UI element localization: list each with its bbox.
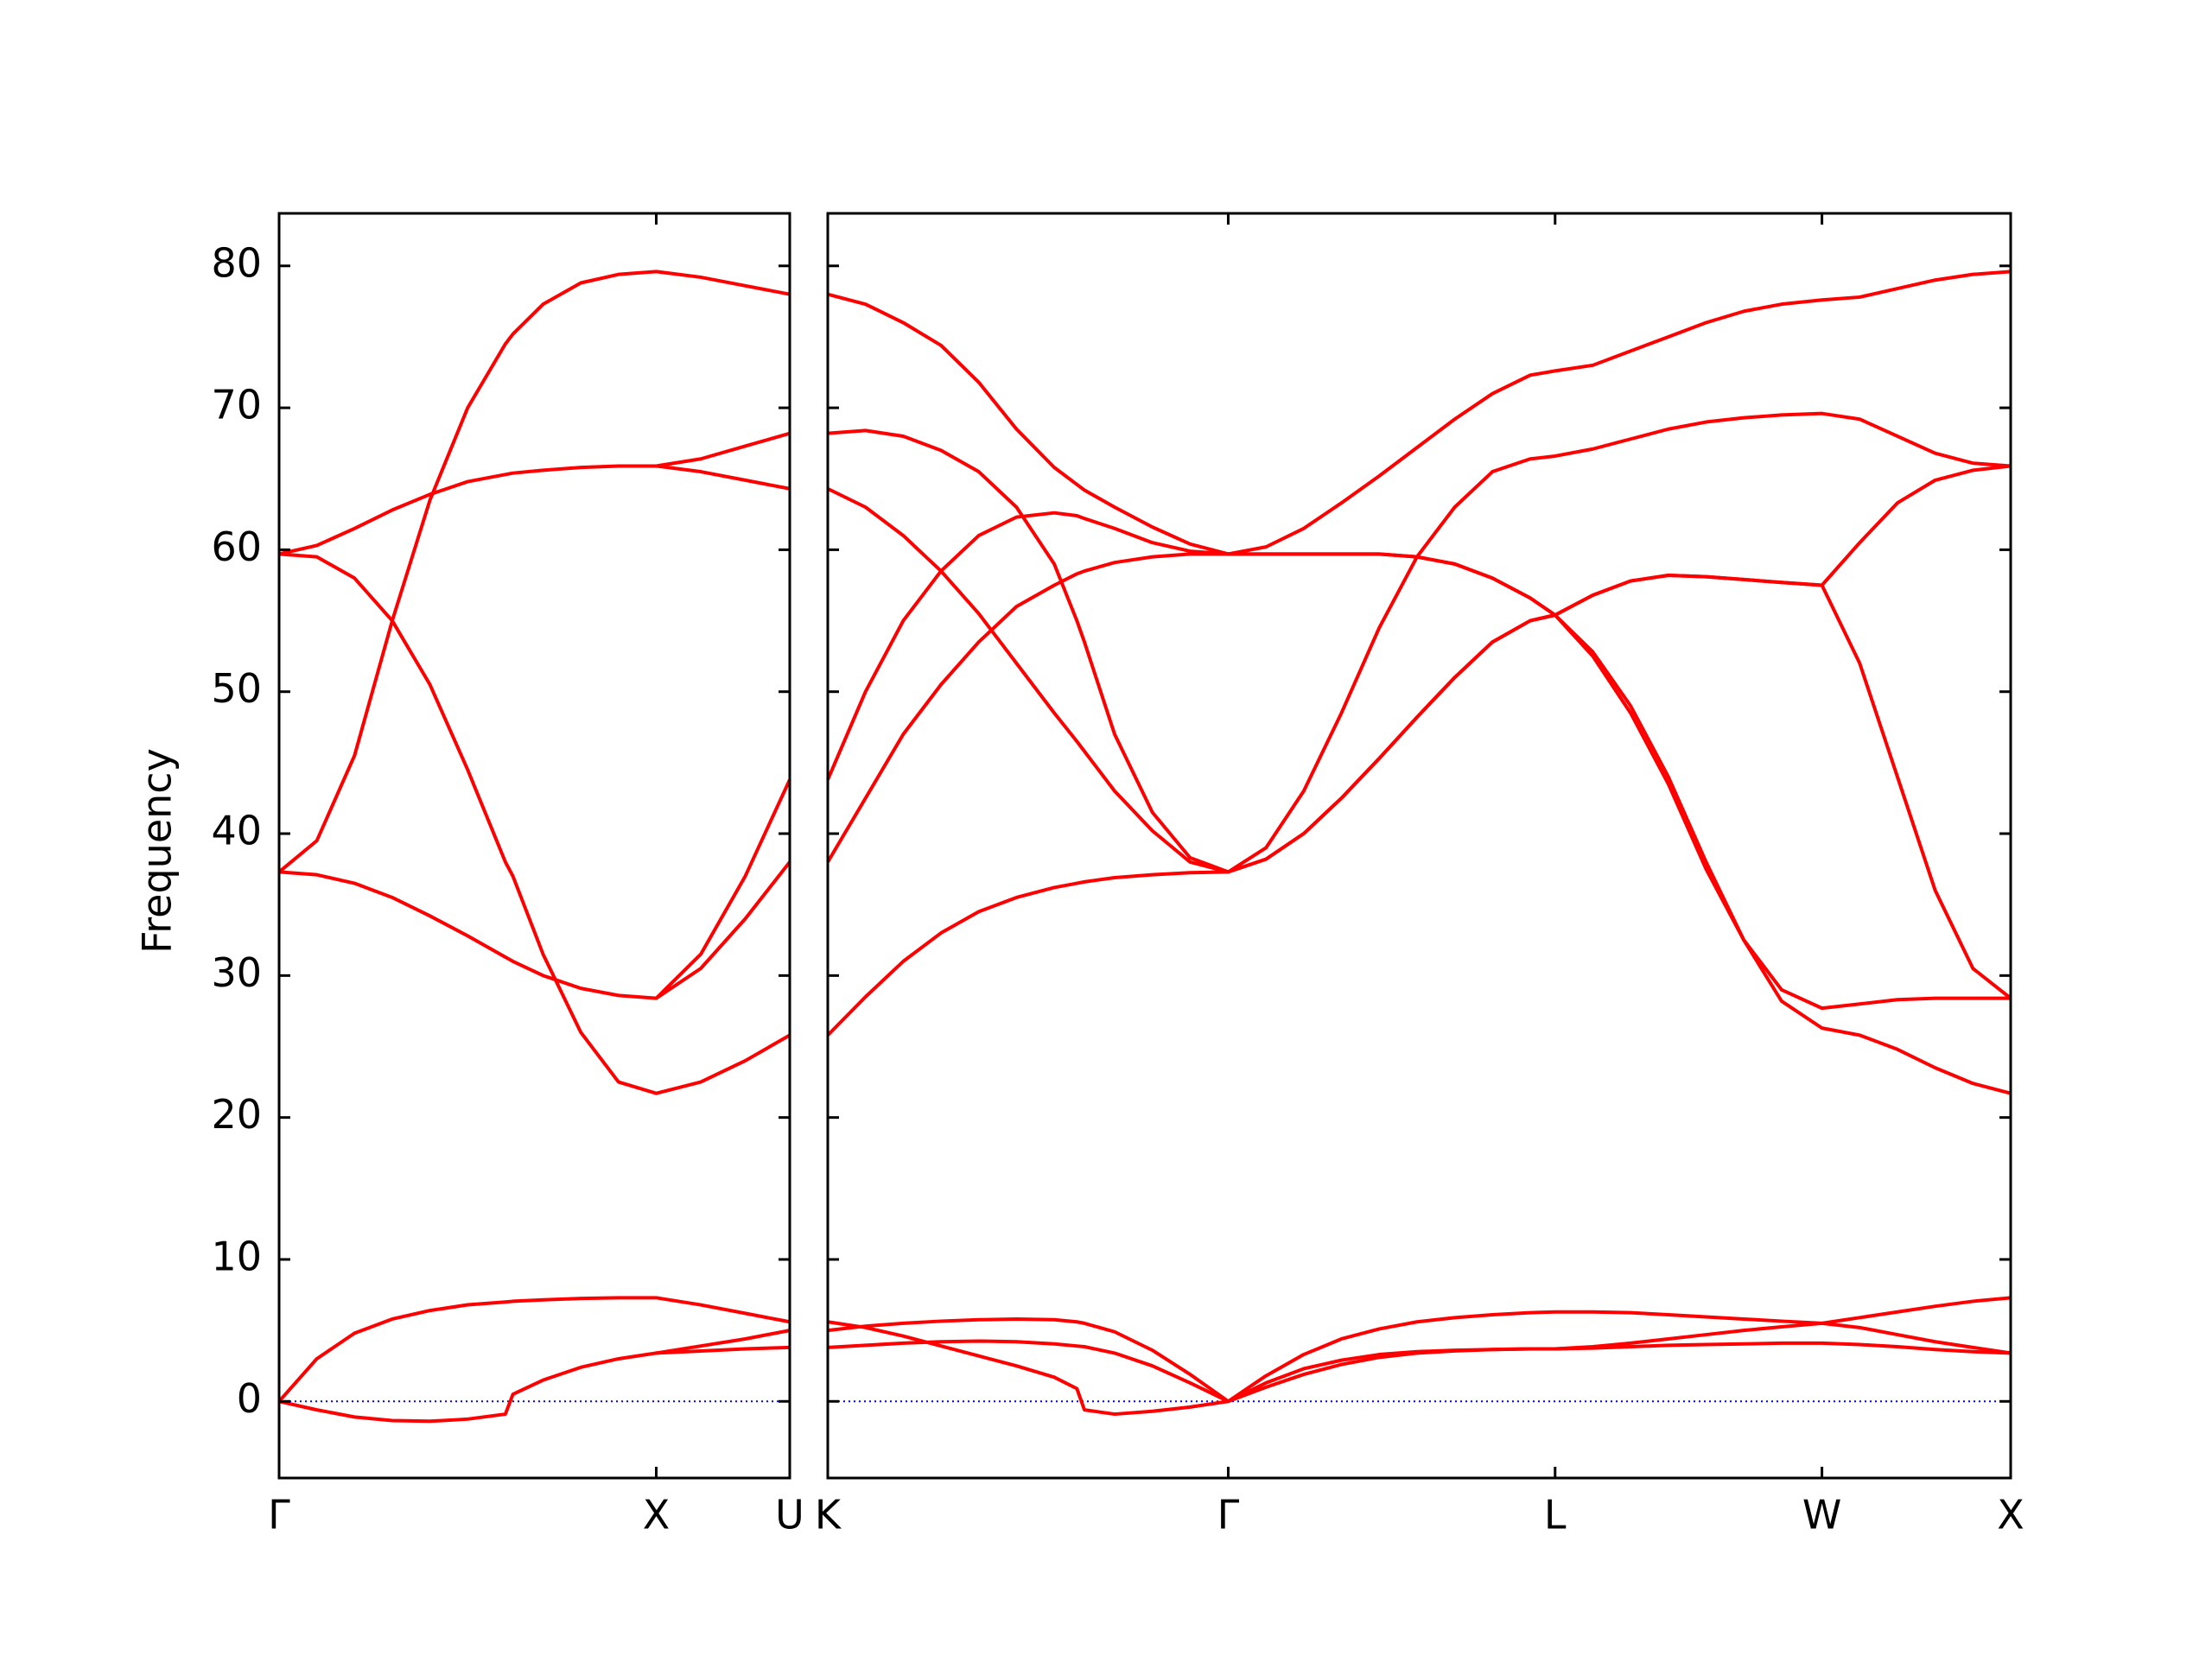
y-tick-label: 80 bbox=[211, 239, 262, 286]
band-line bbox=[827, 411, 2012, 874]
band-line bbox=[655, 778, 791, 1000]
x-tick-label: L bbox=[1544, 1492, 1567, 1538]
x-tick-label: Γ bbox=[1217, 1492, 1240, 1538]
band-line bbox=[827, 1320, 2012, 1417]
y-tick-label: 70 bbox=[211, 382, 262, 428]
band-line bbox=[656, 1345, 791, 1355]
y-axis-label: Frequency bbox=[134, 748, 181, 954]
band-line bbox=[278, 860, 791, 1000]
band-line bbox=[277, 270, 791, 873]
plot-frame bbox=[277, 212, 791, 1480]
y-tick-label: 50 bbox=[211, 665, 262, 712]
band-line bbox=[827, 270, 2012, 556]
band-line bbox=[278, 431, 791, 556]
x-tick-label: U bbox=[775, 1492, 804, 1538]
x-tick-label: W bbox=[1802, 1492, 1841, 1538]
band-line bbox=[656, 464, 791, 491]
y-tick-label: 0 bbox=[237, 1375, 262, 1422]
plot-frame bbox=[826, 212, 2012, 1480]
y-tick-label: 30 bbox=[211, 949, 262, 996]
y-tick-label: 40 bbox=[211, 808, 262, 854]
x-tick-label: Γ bbox=[268, 1492, 290, 1538]
band-line bbox=[277, 1296, 791, 1403]
x-tick-label: K bbox=[815, 1492, 842, 1538]
x-tick-label: X bbox=[1997, 1492, 2024, 1538]
band-line bbox=[826, 464, 2012, 1037]
band-line bbox=[278, 552, 791, 1095]
band-line bbox=[827, 1296, 2012, 1404]
x-tick-label: X bbox=[643, 1492, 671, 1538]
y-tick-label: 60 bbox=[211, 523, 262, 570]
band-line bbox=[826, 552, 2012, 1095]
band-line bbox=[278, 1329, 791, 1424]
band-line bbox=[827, 1310, 2012, 1404]
y-tick-label: 20 bbox=[211, 1091, 262, 1138]
y-tick-label: 10 bbox=[211, 1233, 262, 1279]
